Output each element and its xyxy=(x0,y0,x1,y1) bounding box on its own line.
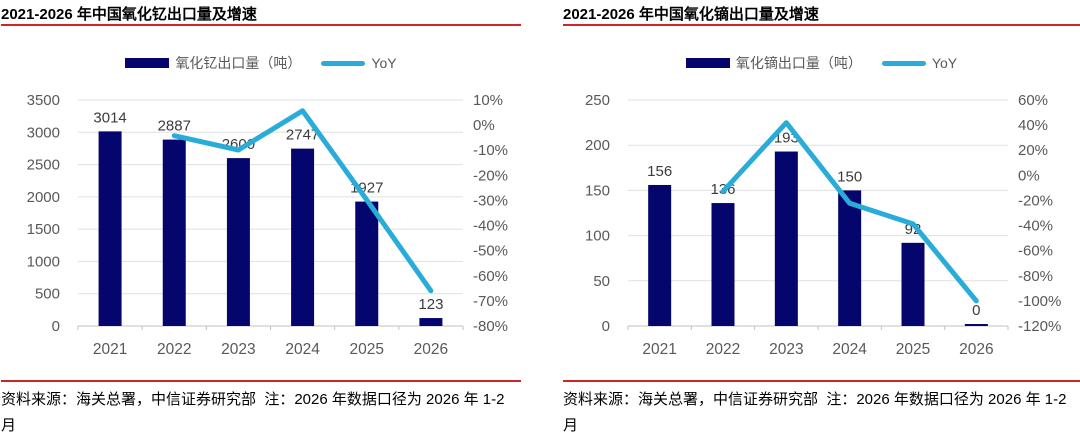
x-axis-label: 2024 xyxy=(832,341,867,358)
bar-value-label: 0 xyxy=(972,302,980,319)
legend-bar-label: 氧化钇出口量（吨） xyxy=(175,55,302,71)
panel-content: 2021-2026 年中国氧化钇出口量及增速 氧化钇出口量（吨） YoY 350… xyxy=(1,0,521,439)
x-axis-label: 2022 xyxy=(706,341,740,358)
bar xyxy=(98,131,122,326)
bar-value-label: 156 xyxy=(647,163,672,180)
x-axis-label: 2021 xyxy=(642,341,676,358)
y-axis-tick-label: 1500 xyxy=(27,221,60,238)
chart-canvas: 250 200 150 100 50 0 60% 40% 20% 0% -20% -40% -60% -8… xyxy=(585,92,1061,358)
y-axis-tick-label: 3500 xyxy=(27,92,60,109)
bar xyxy=(226,158,250,326)
pct-axis-tick-label: -40% xyxy=(473,218,508,235)
x-axis-label: 2025 xyxy=(896,341,930,358)
pct-axis-tick-label: -40% xyxy=(1018,218,1053,235)
line-swatch-icon xyxy=(321,60,366,66)
x-axis-label: 2023 xyxy=(221,341,255,358)
source-note: 资料来源：海关总署，中信证券研究部 注：2026 年数据口径为 2026 年 1… xyxy=(563,391,1071,434)
pct-axis-tick-label: -20% xyxy=(473,167,508,184)
chart-title: 2021-2026 年中国氧化钇出口量及增速 xyxy=(1,6,257,23)
line-swatch-icon xyxy=(881,60,926,66)
chart-legend: 氧化钇出口量（吨） YoY xyxy=(1,53,521,73)
x-axis-label: 2026 xyxy=(959,341,993,358)
source-note: 资料来源：海关总署，中信证券研究部 注：2026 年数据口径为 2026 年 1… xyxy=(1,391,509,434)
pct-axis-tick-label: 40% xyxy=(1018,117,1048,134)
pct-axis-tick-label: 20% xyxy=(1018,142,1048,159)
pct-axis-tick-label: -120% xyxy=(1018,318,1061,335)
bar-value-label: 3014 xyxy=(93,109,126,126)
pct-axis-tick-label: -30% xyxy=(473,192,508,209)
x-axis-label: 2025 xyxy=(350,341,384,358)
yoy-line xyxy=(720,120,979,304)
bar-value-label: 123 xyxy=(418,296,443,313)
bar xyxy=(419,318,443,326)
bar-value-label: 150 xyxy=(837,168,862,185)
y-axis-tick-label: 0 xyxy=(52,318,60,335)
footer-rule xyxy=(1,380,521,382)
x-axis-label: 2026 xyxy=(414,341,448,358)
bar xyxy=(355,201,379,326)
bar-swatch-icon xyxy=(685,58,730,68)
pct-axis-tick-label: -80% xyxy=(473,318,508,335)
y-axis-tick-label: 50 xyxy=(593,273,610,290)
y-axis-tick-label: 2500 xyxy=(27,157,60,174)
chart-title: 2021-2026 年中国氧化镝出口量及增速 xyxy=(563,6,819,23)
legend-bar-label: 氧化镝出口量（吨） xyxy=(735,55,862,71)
bar-swatch-icon xyxy=(125,58,170,68)
bar xyxy=(711,203,735,326)
y-axis-tick-label: 2000 xyxy=(27,189,60,206)
x-axis-label: 2021 xyxy=(93,341,127,358)
panel-content: 2021-2026 年中国氧化镝出口量及增速 氧化镝出口量（吨） YoY 250… xyxy=(563,0,1080,439)
chart-legend: 氧化镝出口量（吨） YoY xyxy=(563,53,1080,73)
pct-axis-tick-label: -10% xyxy=(473,142,508,159)
footer-rule xyxy=(563,380,1080,382)
legend-yoy-label: YoY xyxy=(371,55,397,71)
pct-axis-tick-label: 0% xyxy=(473,117,495,134)
pct-axis-tick-label: -50% xyxy=(473,243,508,260)
chart-panel-dysprosium: 2021-2026 年中国氧化镝出口量及增速 氧化镝出口量（吨） YoY 250… xyxy=(540,0,1080,439)
y-axis-tick-label: 150 xyxy=(585,182,610,199)
bar xyxy=(964,324,988,326)
bar xyxy=(648,184,672,326)
legend-item-bar: 氧化钇出口量（吨） xyxy=(125,53,301,73)
bar-value-label: 2887 xyxy=(158,118,191,135)
pct-axis-tick-label: -60% xyxy=(473,268,508,285)
pct-axis-tick-label: -100% xyxy=(1018,293,1061,310)
bar-value-label: 2747 xyxy=(286,127,319,144)
pct-axis-tick-label: -20% xyxy=(1018,192,1053,209)
pct-axis-tick-label: 60% xyxy=(1018,92,1048,109)
bar xyxy=(291,148,315,326)
pct-axis-tick-label: 10% xyxy=(473,92,503,109)
y-axis-tick-label: 500 xyxy=(35,286,60,303)
bar xyxy=(774,151,798,326)
x-axis-label: 2023 xyxy=(769,341,803,358)
pct-axis-tick-label: -60% xyxy=(1018,243,1053,260)
yoy-line xyxy=(171,108,434,294)
y-axis-tick-label: 250 xyxy=(585,92,610,109)
y-axis-tick-label: 1000 xyxy=(27,253,60,270)
pct-axis-tick-label: -70% xyxy=(473,293,508,310)
y-axis-tick-label: 3000 xyxy=(27,124,60,141)
legend-item-yoy: YoY xyxy=(321,55,397,71)
x-axis-label: 2022 xyxy=(157,341,191,358)
chart-panel-yttrium: 2021-2026 年中国氧化钇出口量及增速 氧化钇出口量（吨） YoY 350… xyxy=(1,0,521,439)
x-axis-label: 2024 xyxy=(285,341,320,358)
y-axis-tick-label: 200 xyxy=(585,137,610,154)
bar xyxy=(162,139,186,326)
legend-item-bar: 氧化镝出口量（吨） xyxy=(685,53,862,73)
legend-item-yoy: YoY xyxy=(881,55,958,71)
bar xyxy=(901,242,925,326)
pct-axis-tick-label: 0% xyxy=(1018,167,1040,184)
title-rule xyxy=(1,24,521,26)
chart-canvas: 3500 3000 2500 2000 1500 1000 500 0 10% 0% -10% -20… xyxy=(27,92,508,358)
legend-yoy-label: YoY xyxy=(931,55,958,71)
y-axis-tick-label: 0 xyxy=(602,318,610,335)
title-rule xyxy=(563,24,1080,26)
bar xyxy=(838,190,862,326)
pct-axis-tick-label: -80% xyxy=(1018,268,1053,285)
y-axis-tick-label: 100 xyxy=(585,228,610,245)
